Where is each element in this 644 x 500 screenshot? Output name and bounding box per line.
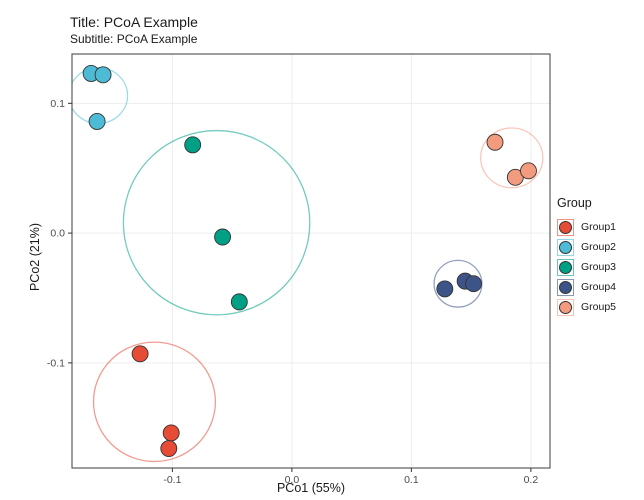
legend-color-swatch	[559, 280, 572, 294]
legend-key-box	[557, 258, 574, 276]
legend-label: Group1	[581, 221, 617, 233]
legend: Group Group1 Group2 Group3 Group4 Group5	[557, 196, 643, 317]
legend-item-group5: Group5	[557, 297, 643, 317]
legend-items: Group1 Group2 Group3 Group4 Group5	[557, 217, 643, 317]
legend-color-swatch	[559, 220, 572, 234]
legend-title: Group	[557, 196, 592, 210]
legend-item-group4: Group4	[557, 277, 643, 297]
x-axis-title: PCo1 (55%)	[276, 481, 346, 495]
data-point-group1	[160, 440, 178, 457]
x-tick-label: 0.2	[524, 474, 539, 486]
legend-color-swatch	[559, 300, 572, 314]
cluster-ellipse-group3	[122, 129, 311, 316]
data-point-group1	[162, 424, 180, 442]
y-tick-label: -0.1	[47, 357, 65, 369]
plot-subtitle: Subtitle: PCoA Example	[70, 32, 198, 46]
data-point-group4	[465, 275, 482, 293]
data-point-group3	[230, 293, 248, 311]
y-tick-label: 0.1	[50, 98, 65, 110]
legend-label: Group5	[581, 301, 617, 313]
legend-color-swatch	[559, 260, 572, 274]
x-tick-label: 0.0	[285, 474, 300, 486]
y-tick-label: 0.0	[50, 228, 65, 240]
x-tick-label: 0.1	[404, 474, 419, 486]
data-point-group3	[214, 228, 232, 246]
legend-item-group3: Group3	[557, 257, 643, 277]
plot-panel	[72, 54, 550, 468]
data-point-group4	[436, 280, 454, 298]
legend-color-swatch	[559, 240, 572, 254]
legend-key-box	[557, 218, 574, 236]
data-point-group3	[184, 136, 202, 154]
data-point-group5	[486, 133, 504, 151]
legend-label: Group2	[581, 241, 617, 253]
data-point-group2	[94, 66, 112, 84]
cluster-ellipse-group5	[480, 127, 544, 189]
legend-key-box	[557, 278, 574, 296]
cluster-ellipse-group1	[92, 341, 217, 463]
legend-label: Group3	[581, 261, 617, 273]
legend-item-group2: Group2	[557, 237, 643, 257]
legend-item-group1: Group1	[557, 217, 643, 237]
data-point-group1	[131, 345, 149, 363]
panel-border	[71, 53, 551, 469]
data-point-group5	[520, 162, 537, 180]
x-tick-label: -0.1	[163, 474, 181, 486]
data-point-group2	[88, 113, 106, 130]
legend-label: Group4	[581, 281, 617, 293]
legend-key-box	[557, 298, 574, 316]
plot-title: Title: PCoA Example	[70, 14, 198, 30]
y-axis-title: PCo2 (21%)	[28, 222, 42, 292]
legend-key-box	[557, 238, 574, 256]
